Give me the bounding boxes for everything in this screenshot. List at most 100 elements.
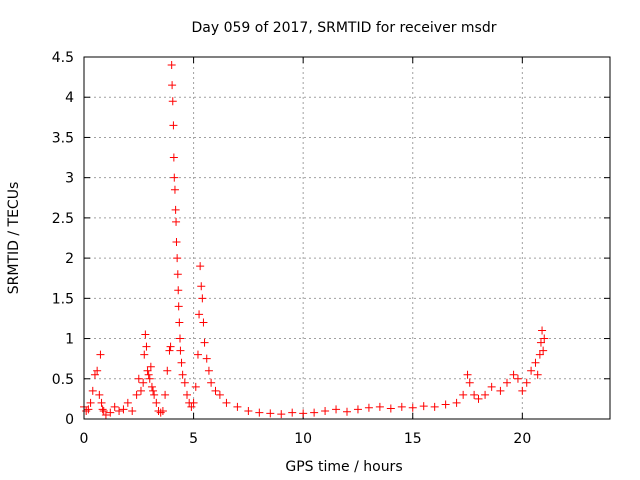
data-point (172, 217, 181, 226)
data-point (163, 366, 172, 375)
data-point (502, 378, 511, 387)
data-point (169, 121, 178, 130)
data-point (207, 378, 216, 387)
x-tick-label: 20 (513, 431, 531, 447)
grid-lines (84, 57, 610, 419)
data-point (513, 374, 522, 383)
axis-ticks: 0 0.5 1 1.5 2 2.5 3 3.5 4 4.5 0 5 10 15 20 (52, 50, 610, 447)
data-point (463, 370, 472, 379)
plot-frame (83, 56, 611, 420)
data-point (149, 386, 158, 395)
data-point (430, 402, 439, 411)
data-point (527, 366, 536, 375)
data-point (176, 346, 185, 355)
data-point (343, 407, 351, 416)
data-point (173, 270, 182, 279)
data-point (531, 358, 540, 367)
data-point (509, 370, 518, 379)
data-point (538, 326, 547, 335)
chart-title: Day 059 of 2017, SRMTID for receiver msd… (192, 20, 497, 36)
data-point (123, 398, 132, 407)
data-point (145, 374, 154, 383)
data-point (187, 402, 196, 411)
data-point (386, 404, 395, 413)
data-point (171, 205, 180, 214)
data-point (84, 405, 93, 414)
x-tick-label: 5 (189, 431, 198, 447)
data-point (140, 350, 149, 359)
data-point (474, 394, 483, 403)
data-point (143, 366, 152, 375)
x-tick-label: 10 (294, 431, 312, 447)
data-point (99, 406, 108, 415)
data-point (88, 386, 97, 395)
y-tick-label: 3.5 (52, 130, 74, 146)
y-tick-label: 4.5 (52, 50, 74, 66)
data-point (134, 374, 143, 383)
data-point (535, 350, 544, 359)
data-point (147, 382, 156, 391)
data-point (539, 346, 548, 355)
data-point (496, 386, 505, 395)
y-tick-label: 1 (65, 332, 74, 348)
data-point (196, 262, 205, 271)
data-point (191, 382, 200, 391)
data-point (522, 378, 531, 387)
data-point (233, 402, 242, 411)
y-tick-label: 2.5 (52, 211, 74, 227)
data-point (195, 310, 204, 319)
data-point (161, 390, 170, 399)
data-point (204, 366, 213, 375)
data-point (211, 386, 220, 395)
data-point (110, 402, 119, 411)
y-tick-label: 1.5 (52, 291, 74, 307)
data-point (177, 358, 186, 367)
y-axis-label: SRMTID / TECUs (6, 182, 22, 295)
data-point (255, 408, 264, 417)
data-point (244, 406, 253, 415)
data-point (156, 408, 165, 417)
data-point (202, 354, 211, 363)
data-point (174, 286, 183, 295)
data-point (364, 403, 373, 412)
data-point (441, 400, 450, 409)
data-point (168, 97, 177, 106)
y-tick-label: 3 (65, 171, 74, 187)
data-point (170, 185, 179, 194)
x-axis-label: GPS time / hours (285, 459, 402, 475)
data-point (215, 390, 224, 399)
data-points (80, 61, 549, 419)
data-point (101, 410, 110, 419)
data-point (144, 370, 153, 379)
data-point (132, 390, 141, 399)
data-point (97, 398, 106, 407)
data-point (178, 370, 187, 379)
data-point (173, 254, 182, 263)
data-point (172, 238, 181, 247)
data-point (419, 402, 428, 411)
data-point (222, 398, 231, 407)
data-point (170, 173, 179, 182)
data-point (139, 378, 148, 387)
data-point (299, 409, 308, 418)
data-point (168, 81, 177, 90)
x-tick-label: 0 (80, 431, 89, 447)
data-point (141, 330, 150, 339)
y-tick-label: 2 (65, 251, 74, 267)
data-point (200, 338, 209, 347)
data-point (82, 406, 91, 415)
data-point (288, 408, 297, 417)
data-point (86, 398, 95, 407)
data-point (167, 61, 176, 70)
data-point (465, 378, 474, 387)
data-point (321, 406, 330, 415)
data-point (452, 398, 461, 407)
data-point (199, 318, 208, 327)
data-point (183, 390, 192, 399)
x-tick-label: 15 (404, 431, 422, 447)
data-point (533, 370, 542, 379)
data-point (136, 386, 145, 395)
data-point (95, 390, 104, 399)
data-point (174, 302, 183, 311)
